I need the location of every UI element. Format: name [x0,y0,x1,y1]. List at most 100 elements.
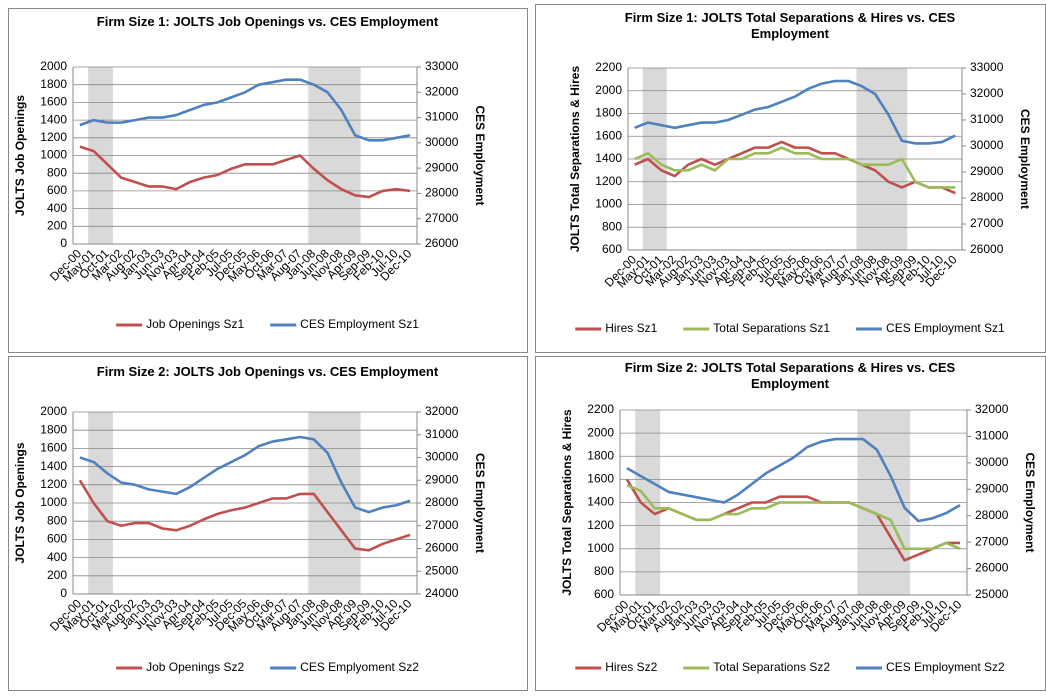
series-line [634,146,956,189]
y2-tick-label: 27000 [970,216,1004,230]
y-tick-label: 1200 [40,477,67,491]
y-axis-title: JOLTS Job Openings [13,95,27,216]
y-tick-label: 1000 [40,148,67,162]
y2-tick-label: 33000 [425,59,459,73]
legend-label: CES Employment Sz1 [886,321,1005,335]
title-box: Firm Size 1: JOLTS Job Openings vs. CES … [96,14,439,29]
y2-tick-label: 28000 [975,508,1009,522]
y2-tick-label: 29000 [970,164,1004,178]
y2-tick-label: 25000 [425,563,459,577]
y-tick-label: 600 [47,532,67,546]
y2-tick-label: 29000 [975,481,1009,495]
y-tick-label: 2000 [595,83,622,97]
title-box: Firm Size 2: JOLTS Total Separations & H… [624,360,956,391]
y2-tick-label: 30000 [425,450,459,464]
legend: Job Openings Sz2 CES Emplyoment Sz2 [116,660,419,674]
y2-tick-label: 26000 [425,541,459,555]
y-tick-label: 1400 [40,112,67,126]
legend-label: Hires Sz1 [605,321,657,335]
legend-label: Hires Sz2 [605,660,657,674]
y2-tick-label: 31000 [970,112,1004,126]
legend-label: Total Separations Sz1 [713,321,830,335]
y-tick-label: 1600 [587,472,614,486]
y2-tick-label: 27000 [425,518,459,532]
y2-tick-label: 27000 [975,534,1009,548]
y2-tick-label: 27000 [425,211,459,225]
legend-label: CES Employment Sz1 [300,317,419,331]
chart-title: Firm Size 1: JOLTS Job Openings vs. CES … [96,14,439,29]
y-tick-label: 800 [47,165,67,179]
title-box: Firm Size 1: JOLTS Total Separations & H… [624,10,956,41]
y-tick-label: 2000 [587,425,614,439]
y-tick-label: 800 [602,219,622,233]
series-line [79,145,411,199]
y2-tick-label: 30000 [975,455,1009,469]
y-tick-label: 2200 [587,402,614,416]
y-axis-title: JOLTS Total Separations & Hires [568,66,582,253]
y-tick-label: 400 [47,201,67,215]
y-tick-label: 0 [60,586,67,600]
y2-tick-label: 26000 [975,561,1009,575]
y-tick-label: 1400 [587,495,614,509]
y2-axis-title: CES Employment [1018,109,1032,209]
series-line [634,79,956,145]
series-line [626,483,961,551]
chart-title: Firm Size 2: JOLTS Job Openings vs. CES … [96,364,439,379]
y2-tick-label: 32000 [425,404,459,418]
y2-tick-label: 29000 [425,472,459,486]
y-tick-label: 1600 [40,441,67,455]
y-tick-label: 800 [47,513,67,527]
chart-title: Firm Size 2: JOLTS Total Separations & H… [624,360,956,391]
y2-tick-label: 32000 [425,84,459,98]
title-box: Firm Size 2: JOLTS Job Openings vs. CES … [96,364,439,379]
y-tick-label: 800 [594,564,614,578]
y-tick-label: 1800 [587,448,614,462]
y2-axis-title: CES Employment [1023,452,1037,552]
y-tick-label: 1400 [40,459,67,473]
y2-tick-label: 26000 [425,236,459,250]
y2-tick-label: 28000 [970,190,1004,204]
y-tick-label: 1600 [40,95,67,109]
series-line [78,479,411,552]
y-tick-label: 1800 [40,422,67,436]
y2-tick-label: 32000 [970,86,1004,100]
y-tick-label: 200 [47,218,67,232]
y-axis-title: JOLTS Total Separations & Hires [560,409,574,596]
y-tick-label: 1200 [587,518,614,532]
y2-tick-label: 28000 [425,495,459,509]
y-tick-label: 400 [47,550,67,564]
panel [535,4,1046,353]
series-line [79,435,411,514]
y-tick-label: 600 [47,183,67,197]
y2-tick-label: 33000 [970,60,1004,74]
y2-tick-label: 32000 [975,402,1009,416]
legend-label: Total Separations Sz2 [713,660,830,674]
legend: Hires Sz2 Total Separations Sz2 CES Employ… [575,660,1005,674]
y-tick-label: 1200 [40,130,67,144]
y2-axis-title: CES Employment [473,453,487,553]
y2-tick-label: 30000 [425,135,459,149]
y-axis-title: JOLTS Job Openings [13,442,27,563]
y-tick-label: 1400 [595,151,622,165]
y-tick-label: 1000 [587,541,614,555]
legend-label: CES Emplyoment Sz2 [300,660,419,674]
y2-axis-title: CES Employment [473,105,487,205]
legend-label: CES Employment Sz2 [886,660,1005,674]
y2-tick-label: 26000 [970,242,1004,256]
y2-tick-label: 31000 [425,427,459,441]
series-line [79,78,411,142]
series-line [634,140,956,195]
y-tick-label: 2000 [40,404,67,418]
y2-tick-label: 25000 [975,587,1009,601]
y-tick-label: 0 [60,236,67,250]
y2-tick-label: 29000 [425,160,459,174]
y-tick-label: 1800 [40,77,67,91]
y-tick-label: 600 [602,242,622,256]
legend-label: Job Openings Sz1 [146,317,244,331]
y-tick-label: 1000 [595,197,622,211]
y-tick-label: 600 [594,587,614,601]
chart-title: Firm Size 1: JOLTS Total Separations & H… [624,10,956,41]
legend: Hires Sz1 Total Separations Sz1 CES Employ… [575,321,1005,335]
